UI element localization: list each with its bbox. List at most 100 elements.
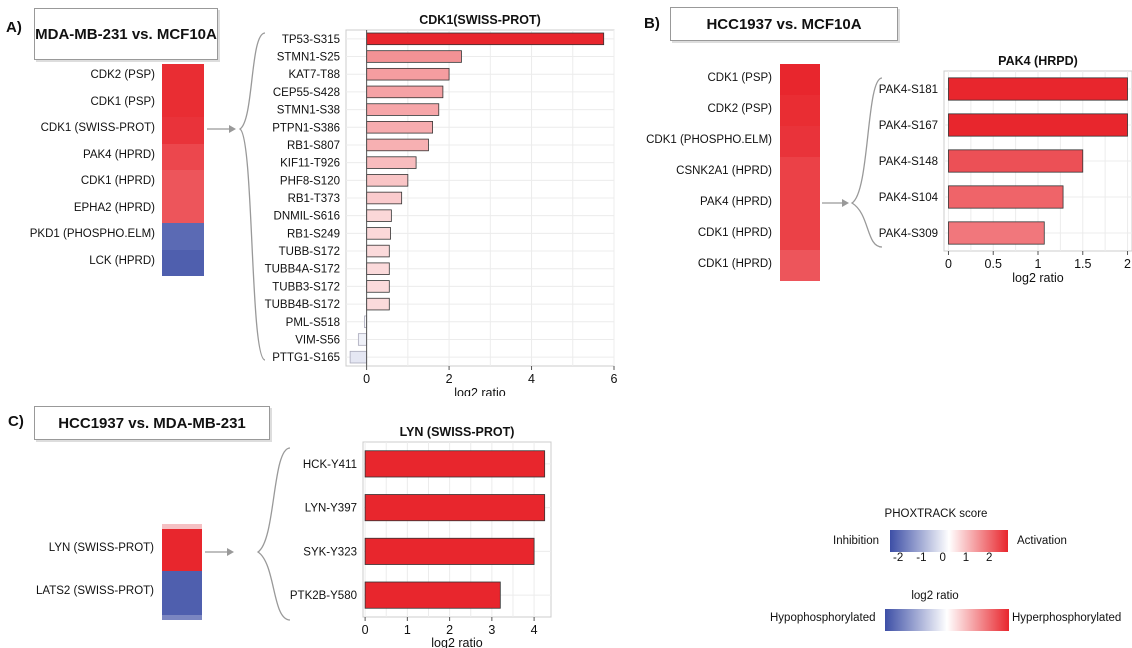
- category-label: TUBB4A-S172: [265, 264, 340, 276]
- panel-a-letter: A): [6, 19, 22, 36]
- category-label: TUBB3-S172: [272, 281, 340, 293]
- bar: [948, 77, 1128, 101]
- heatmap-cell: [162, 529, 202, 571]
- x-tick-label: 1.5: [1074, 257, 1091, 271]
- x-tick-label: 4: [531, 623, 538, 637]
- category-label: RB1-S249: [287, 228, 340, 240]
- ratio-legend-left: Hypophosphorylated: [770, 612, 876, 624]
- category-label: PAK4-S309: [879, 228, 938, 240]
- heatmap-row-label: CDK1 (PSP): [90, 95, 155, 108]
- category-label: DNMIL-S616: [274, 211, 340, 223]
- bar: [357, 333, 368, 346]
- heatmap-row-label: LYN (SWISS-PROT): [48, 542, 154, 554]
- category-label: RB1-T373: [288, 193, 340, 205]
- x-axis-label: log2 ratio: [454, 386, 505, 396]
- heatmap-row-label: PKD1 (PHOSPHO.ELM): [29, 228, 155, 241]
- heatmap-cell: [780, 64, 820, 95]
- score-tick-label: 2: [986, 552, 993, 564]
- bar: [366, 138, 429, 152]
- category-label: PAK4-S181: [879, 84, 938, 96]
- heatmap-cell: [162, 64, 204, 91]
- bar: [366, 50, 462, 63]
- ratio-colorbar: [885, 609, 1009, 631]
- x-axis-label: log2 ratio: [1012, 271, 1063, 285]
- heatmap-row-label: CDK1 (PSP): [707, 71, 772, 84]
- x-tick-label: 0: [362, 623, 369, 637]
- heatmap-cell: [780, 157, 820, 188]
- category-label: PML-S518: [286, 317, 340, 329]
- x-tick-label: 1: [1035, 257, 1042, 271]
- x-tick-label: 2: [446, 372, 453, 386]
- heatmap-cell: [780, 188, 820, 219]
- chart-title: PAK4 (HRPD): [998, 54, 1078, 68]
- brace-b: [850, 77, 883, 248]
- heatmap-row-label: CDK1 (HPRD): [697, 257, 772, 270]
- category-label: VIM-S56: [295, 334, 340, 346]
- heatmap-row-label: EPHA2 (HPRD): [73, 201, 155, 214]
- heatmap-row-label: CDK2 (PSP): [90, 69, 155, 82]
- score-tick-label: -2: [893, 552, 904, 564]
- bar: [366, 121, 433, 134]
- category-label: PTK2B-Y580: [290, 590, 357, 602]
- chart-lyn-swissprot: LYN (SWISS-PROT) HCK-Y411 LYN-Y397 SYK-Y323…: [290, 425, 552, 648]
- chart-title: LYN (SWISS-PROT): [400, 425, 515, 439]
- category-label: STMN1-S25: [277, 52, 340, 64]
- x-tick-label: 2: [1124, 257, 1131, 271]
- category-label: PTPN1-S386: [272, 122, 340, 134]
- chart-cdk1-swissprot: CDK1(SWISS-PROT) TP53-S315 STMN1-S25 KAT7-T…: [265, 13, 618, 396]
- x-tick-label: 0: [945, 257, 952, 271]
- chart-title: CDK1(SWISS-PROT): [419, 13, 541, 27]
- bar: [366, 32, 605, 46]
- heatmap-cell: [780, 219, 820, 250]
- bar: [366, 191, 403, 205]
- bar: [948, 221, 1045, 245]
- category-label: TUBB-S172: [279, 246, 340, 258]
- panel-b-letter: B): [644, 15, 660, 32]
- category-label: PHF8-S120: [280, 175, 340, 187]
- score-tick-label: 0: [939, 552, 946, 564]
- arrow-b-head: [842, 199, 849, 207]
- bar: [364, 581, 501, 609]
- heatmap-cell-edge: [162, 524, 202, 529]
- bar: [366, 67, 450, 81]
- bar: [366, 227, 391, 240]
- arrow-a-head: [229, 125, 236, 133]
- category-label: PTTG1-S165: [272, 352, 340, 364]
- score-colorbar: [890, 530, 1008, 552]
- heatmap-row-label: PAK4 (HPRD): [83, 148, 155, 161]
- bar: [364, 450, 546, 478]
- bar: [948, 149, 1084, 173]
- x-tick-label: 6: [611, 372, 618, 386]
- x-tick-label: 3: [488, 623, 495, 637]
- bar: [364, 537, 535, 565]
- brace-a: [238, 32, 266, 361]
- bar: [366, 85, 444, 99]
- heatmap-row-label: LCK (HPRD): [89, 254, 155, 267]
- category-label: TP53-S315: [282, 34, 340, 46]
- category-label: TUBB4B-S172: [265, 299, 340, 311]
- x-tick-label: 4: [528, 372, 535, 386]
- category-label: HCK-Y411: [303, 459, 357, 471]
- heatmap-cell: [162, 170, 204, 197]
- heatmap-row-label: CSNK2A1 (HPRD): [676, 164, 772, 177]
- category-label: KAT7-T88: [288, 69, 340, 81]
- heatmap-row-label: CDK1 (HPRD): [697, 226, 772, 239]
- category-label: KIF11-T926: [280, 158, 340, 170]
- panel-c-title: HCC1937 vs. MDA-MB-231: [34, 406, 270, 440]
- heatmap-cell-edge: [162, 615, 202, 620]
- brace-c: [256, 447, 291, 621]
- bar: [349, 350, 368, 364]
- heatmap-row-label: CDK2 (PSP): [707, 102, 772, 115]
- category-label: PAK4-S148: [879, 156, 938, 168]
- bar: [364, 494, 546, 522]
- category-label: LYN-Y397: [305, 503, 357, 515]
- chart-pak4-hrpd: PAK4 (HRPD) PAK4-S181 PAK4-S167 PAK4-S148 PA…: [879, 54, 1132, 285]
- score-legend-right: Activation: [1017, 535, 1067, 547]
- category-label: SYK-Y323: [303, 546, 357, 558]
- heatmap-cell: [780, 95, 820, 126]
- category-label: STMN1-S38: [277, 105, 340, 117]
- heatmap-cell: [162, 196, 204, 223]
- x-axis-label: log2 ratio: [431, 636, 482, 648]
- heatmap-row-label: CDK1 (HPRD): [80, 175, 155, 188]
